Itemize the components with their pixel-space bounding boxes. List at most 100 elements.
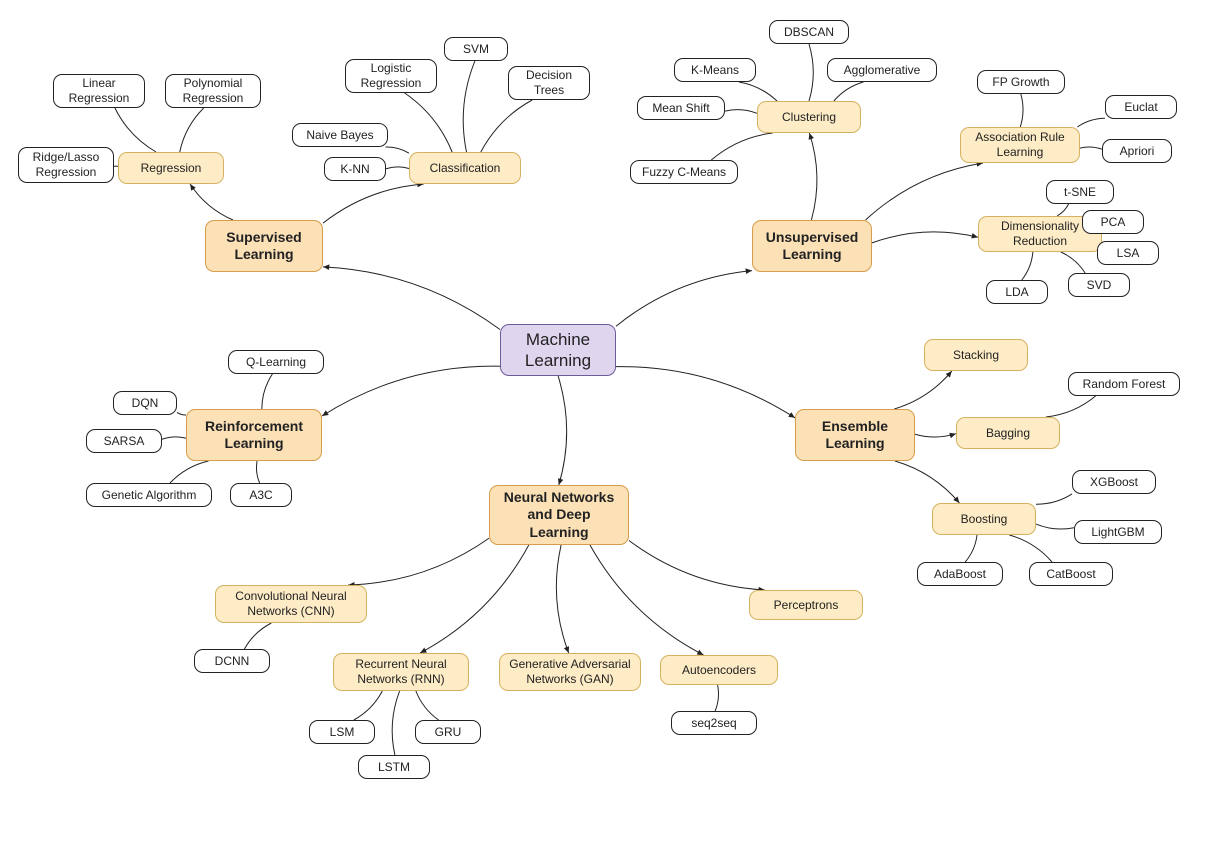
edge-dimred-tsne: [1057, 204, 1068, 216]
edge-assoc-fpgrowth: [1020, 94, 1023, 127]
node-rnn: Recurrent Neural Networks (RNN): [333, 653, 469, 691]
node-linreg: Linear Regression: [53, 74, 145, 108]
node-agglo: Agglomerative: [827, 58, 937, 82]
node-adaboost: AdaBoost: [917, 562, 1003, 586]
node-perc: Perceptrons: [749, 590, 863, 620]
node-lsa: LSA: [1097, 241, 1159, 265]
edge-reg-polyreg: [180, 108, 204, 152]
edge-boosting-lgbm: [1036, 524, 1074, 529]
node-apriori: Apriori: [1102, 139, 1172, 163]
edge-clust-dbscan: [809, 44, 813, 101]
edge-class-dtree: [481, 100, 532, 152]
edge-assoc-apriori: [1080, 147, 1102, 149]
node-ml: Machine Learning: [500, 324, 616, 376]
edge-rl-ga: [170, 461, 209, 483]
node-gru: GRU: [415, 720, 481, 744]
node-lgbm: LightGBM: [1074, 520, 1162, 544]
node-lsm: LSM: [309, 720, 375, 744]
edge-clust-agglo: [834, 82, 864, 101]
edge-ml-ensemble: [616, 367, 795, 418]
node-bagging: Bagging: [956, 417, 1060, 449]
node-ensemble: Ensemble Learning: [795, 409, 915, 461]
node-xgb: XGBoost: [1072, 470, 1156, 494]
edge-class-nb: [385, 147, 409, 153]
node-svd: SVD: [1068, 273, 1130, 297]
edge-nn-rnn: [420, 545, 529, 653]
edge-ml-nn: [558, 376, 567, 485]
node-ga: Genetic Algorithm: [86, 483, 212, 507]
node-reg: Regression: [118, 152, 224, 184]
node-clust: Clustering: [757, 101, 861, 133]
node-a3c: A3C: [230, 483, 292, 507]
edge-bagging-rf: [1046, 396, 1096, 417]
edge-class-logreg: [405, 93, 452, 152]
node-ae: Autoencoders: [660, 655, 778, 685]
edge-unsup-clust: [809, 133, 817, 220]
edge-rl-dqn: [177, 412, 186, 415]
edge-boosting-adaboost: [965, 535, 977, 562]
edge-sup-class: [323, 184, 424, 223]
node-knn: K-NN: [324, 157, 386, 181]
node-dqn: DQN: [113, 391, 177, 415]
node-rf: Random Forest: [1068, 372, 1180, 396]
node-catboost: CatBoost: [1029, 562, 1113, 586]
edge-rl-sarsa: [162, 437, 186, 439]
node-fuzzy: Fuzzy C-Means: [630, 160, 738, 184]
edge-dimred-svd: [1061, 252, 1085, 273]
node-nb: Naive Bayes: [292, 123, 388, 147]
edge-rl-qlearn: [262, 374, 273, 409]
node-lda: LDA: [986, 280, 1048, 304]
node-tsne: t-SNE: [1046, 180, 1114, 204]
node-nn: Neural Networks and Deep Learning: [489, 485, 629, 545]
edge-ae-seq2seq: [715, 685, 718, 711]
edge-sup-reg: [190, 184, 233, 220]
node-fpgrowth: FP Growth: [977, 70, 1065, 94]
edge-assoc-euclat: [1077, 118, 1105, 127]
edge-rl-a3c: [256, 461, 259, 483]
node-dtree: Decision Trees: [508, 66, 590, 100]
node-meanshift: Mean Shift: [637, 96, 725, 120]
edge-rnn-lstm: [392, 691, 399, 755]
edge-unsup-dimred: [872, 232, 978, 243]
node-pca: PCA: [1082, 210, 1144, 234]
node-dbscan: DBSCAN: [769, 20, 849, 44]
node-gan: Generative Adversarial Networks (GAN): [499, 653, 641, 691]
edge-clust-kmeans: [739, 82, 777, 101]
edge-clust-meanshift: [725, 110, 757, 114]
node-sup: Supervised Learning: [205, 220, 323, 272]
edge-clust-fuzzy: [711, 133, 772, 160]
edge-ml-sup: [323, 267, 500, 330]
edge-reg-linreg: [115, 108, 156, 152]
edge-rnn-gru: [416, 691, 439, 720]
edge-unsup-assoc: [866, 163, 983, 220]
edge-cnn-dcnn: [244, 623, 271, 649]
edge-ensemble-boosting: [895, 461, 960, 503]
edge-boosting-catboost: [1009, 535, 1052, 562]
edge-nn-gan: [556, 545, 568, 653]
edge-class-svm: [463, 61, 475, 152]
edge-dimred-lda: [1022, 252, 1033, 280]
node-cnn: Convolutional Neural Networks (CNN): [215, 585, 367, 623]
node-lstm: LSTM: [358, 755, 430, 779]
node-svm: SVM: [444, 37, 508, 61]
node-assoc: Association Rule Learning: [960, 127, 1080, 163]
node-rl: Reinforcement Learning: [186, 409, 322, 461]
node-dcnn: DCNN: [194, 649, 270, 673]
node-unsup: Unsupervised Learning: [752, 220, 872, 272]
edge-nn-perc: [629, 541, 765, 590]
node-polyreg: Polynomial Regression: [165, 74, 261, 108]
edge-nn-cnn: [348, 538, 489, 585]
node-stacking: Stacking: [924, 339, 1028, 371]
edge-ensemble-stacking: [894, 371, 951, 409]
edge-boosting-xgb: [1036, 494, 1072, 504]
node-kmeans: K-Means: [674, 58, 756, 82]
node-ridgelasso: Ridge/Lasso Regression: [18, 147, 114, 183]
node-class: Classification: [409, 152, 521, 184]
diagram-canvas: { "diagram": { "type": "tree", "style": …: [0, 0, 1207, 842]
node-logreg: Logistic Regression: [345, 59, 437, 93]
edge-ml-rl: [322, 366, 500, 416]
node-seq2seq: seq2seq: [671, 711, 757, 735]
node-euclat: Euclat: [1105, 95, 1177, 119]
edge-class-knn: [386, 167, 409, 169]
edge-ensemble-bagging: [915, 434, 956, 437]
